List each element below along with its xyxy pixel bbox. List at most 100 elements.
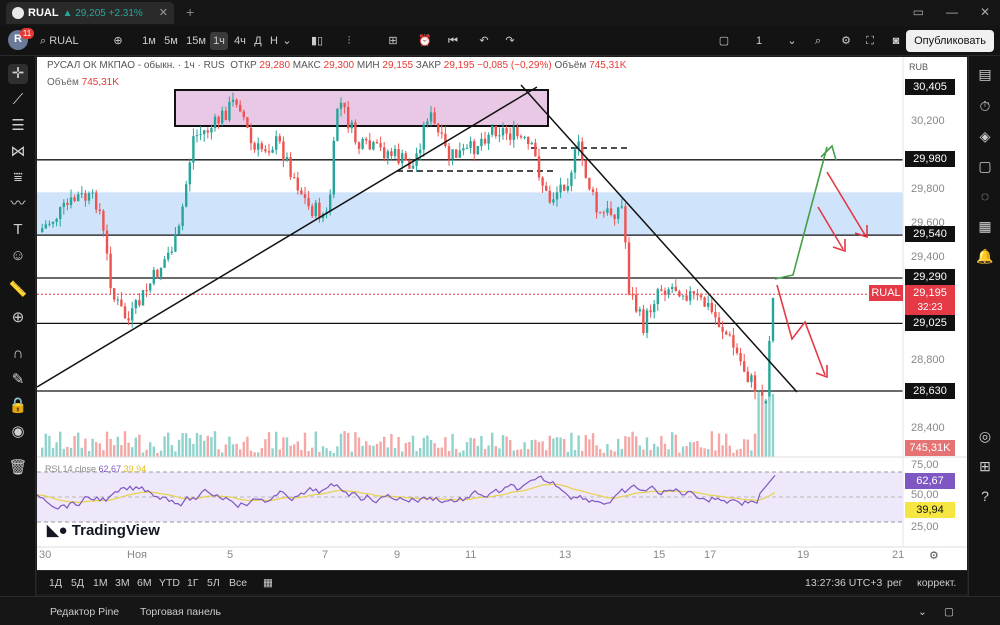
eye-icon[interactable]: ◉ <box>11 423 25 440</box>
session-label[interactable]: рег <box>887 577 903 589</box>
alerts-clock-icon[interactable]: ⏱ <box>979 98 991 114</box>
watchlist-icon[interactable]: ▤ <box>978 66 992 82</box>
symbol-search[interactable]: ⌕ RUAL <box>40 32 120 50</box>
trading-panel-tab[interactable]: Торговая панель <box>140 606 222 618</box>
camera-icon[interactable]: ◙ <box>892 35 900 47</box>
range-all[interactable]: Все <box>229 577 248 589</box>
timeframe-4h[interactable]: 4ч <box>234 35 246 47</box>
chart-area[interactable]: РУСАЛ ОК МКПАО - обыкн. · 1ч · RUS ОТКР … <box>36 57 967 570</box>
volume-bar <box>444 437 447 457</box>
candle-body <box>163 259 166 268</box>
minimize-icon[interactable]: — <box>945 5 958 19</box>
volume-bar <box>80 447 83 457</box>
collapse-icon[interactable]: ⌄ <box>918 606 927 618</box>
horizontal-lines-icon[interactable]: ☰ <box>11 117 25 134</box>
notifications-icon[interactable]: 🔔 <box>976 248 994 264</box>
range-1d[interactable]: 1Д <box>49 577 62 589</box>
target-icon[interactable]: ◎ <box>978 428 992 444</box>
ruler-icon[interactable]: 📏 <box>8 281 28 298</box>
patterns-icon[interactable]: 〰 <box>10 195 26 212</box>
help-icon[interactable]: ? <box>981 488 989 504</box>
grid-icon[interactable]: ⊞ <box>979 458 991 474</box>
candle-body <box>671 286 674 290</box>
chat-icon[interactable]: ▢ <box>978 158 992 174</box>
candle-body <box>264 149 267 152</box>
replay-icon[interactable]: ⏮ <box>448 35 458 47</box>
emoji-icon[interactable]: ☺ <box>10 247 26 264</box>
range-5d[interactable]: 5Д <box>71 577 84 589</box>
range-1m[interactable]: 1М <box>93 577 108 589</box>
volume-bar <box>599 449 602 457</box>
layout-dropdown-icon[interactable]: ⌄ <box>787 35 797 47</box>
chart-tab[interactable]: RUAL ▲ 29,205 +2.31% ✕ <box>6 2 174 24</box>
candle-body <box>267 151 271 153</box>
close-window-icon[interactable]: ✕ <box>979 5 990 19</box>
timeframe-15m[interactable]: 15м <box>186 35 206 47</box>
timeframe-5m[interactable]: 5м <box>164 35 178 47</box>
publish-button[interactable]: Опубликовать <box>906 30 994 52</box>
trash-icon[interactable]: 🗑 <box>8 459 28 476</box>
layers-icon[interactable]: ◈ <box>979 128 991 144</box>
range-ytd[interactable]: YTD <box>159 577 180 589</box>
trendline-icon[interactable]: ⟋ <box>12 91 24 108</box>
text-icon[interactable]: T <box>13 221 23 238</box>
calendar-icon[interactable]: ▦ <box>978 218 992 234</box>
volume-bar <box>480 436 483 457</box>
price-chart[interactable] <box>36 57 967 570</box>
timeframe-day[interactable]: Д <box>254 35 262 47</box>
legend-change: −0,085 (−0,29%) <box>477 60 552 71</box>
candle-body <box>426 121 429 125</box>
layout-icon[interactable]: ▢ <box>718 35 730 47</box>
templates-icon[interactable]: ⊞ <box>388 35 398 47</box>
maximize-icon[interactable]: ▢ <box>944 606 954 618</box>
candle-body <box>530 142 533 145</box>
candle-body <box>343 102 346 108</box>
add-symbol-icon[interactable]: ⊕ <box>113 35 123 47</box>
arrowhead <box>832 239 846 253</box>
ideas-icon[interactable]: ◌ <box>980 188 990 204</box>
lock-drawing-icon[interactable]: ✎ <box>11 371 25 388</box>
pitchfork-icon[interactable]: ⋈ <box>10 143 26 160</box>
timeframe-week[interactable]: Н <box>270 35 278 47</box>
date-tick: 19 <box>797 549 810 561</box>
lock-icon[interactable]: 🔒 <box>8 397 28 414</box>
quick-search-icon[interactable]: ⌕ <box>814 35 822 47</box>
chart-settings-icon[interactable]: ⚙ <box>929 550 939 562</box>
fib-icon[interactable]: ⩸ <box>13 169 23 186</box>
timeframe-1m[interactable]: 1м <box>142 35 156 47</box>
range-5y[interactable]: 5Л <box>207 577 220 589</box>
volume-bar <box>757 392 760 457</box>
adjust-label[interactable]: коррект. <box>917 577 957 589</box>
magnet-icon[interactable]: ∩ <box>12 345 24 362</box>
candle-body <box>501 128 505 136</box>
candle-body <box>581 141 584 161</box>
layout-number[interactable]: 1 <box>755 35 763 47</box>
chart-type-icon[interactable]: ▮▯ <box>310 35 324 47</box>
settings-icon[interactable]: ⚙ <box>841 35 851 47</box>
screen-icon[interactable]: ▭ <box>912 5 924 19</box>
crosshair-icon[interactable]: ✛ <box>8 64 28 84</box>
fullscreen-icon[interactable]: ⛶ <box>866 35 874 47</box>
timeframe-1h[interactable]: 1ч <box>210 32 228 50</box>
candle-body <box>739 353 742 362</box>
candle-body <box>167 252 170 260</box>
close-tab-icon[interactable]: ✕ <box>158 7 168 19</box>
alert-icon[interactable]: ⏰ <box>418 35 432 47</box>
volume-bar <box>663 443 667 457</box>
clock-time[interactable]: 13:27:36 UTC+3 <box>805 577 883 589</box>
indicators-icon[interactable]: ⫶ <box>347 35 351 47</box>
volume-bar <box>739 448 742 457</box>
undo-icon[interactable]: ↶ <box>479 35 489 47</box>
pine-editor-tab[interactable]: Редактор Pine <box>50 606 120 618</box>
goto-date-icon[interactable]: ▦ <box>263 577 273 589</box>
volume-bar <box>721 445 724 457</box>
range-3m[interactable]: 3М <box>115 577 130 589</box>
candle-body <box>653 304 656 313</box>
new-tab-icon[interactable]: + <box>186 4 195 20</box>
timeframe-dropdown-icon[interactable]: ⌄ <box>282 35 292 47</box>
range-1y[interactable]: 1Г <box>187 577 199 589</box>
zoom-icon[interactable]: ⊕ <box>11 309 25 326</box>
range-6m[interactable]: 6М <box>137 577 152 589</box>
redo-icon[interactable]: ↷ <box>505 35 515 47</box>
volume-bar <box>44 433 47 457</box>
